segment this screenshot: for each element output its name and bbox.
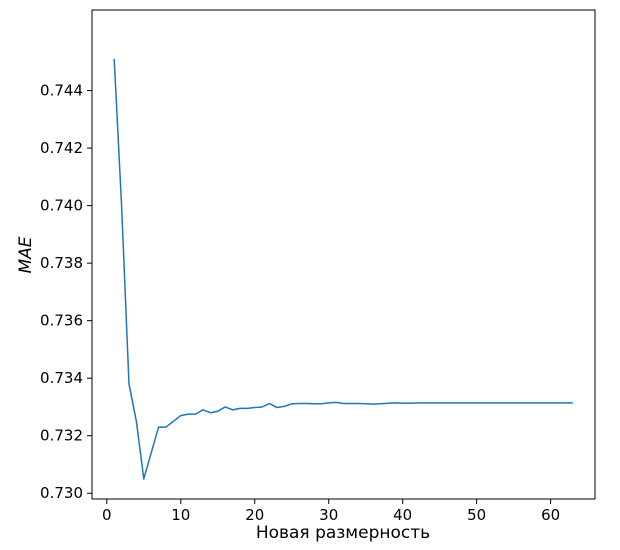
y-tick-label: 0.736 [40,312,83,330]
x-tick-label: 0 [102,506,112,524]
x-tick-label: 60 [541,506,560,524]
x-tick-label: 20 [245,506,264,524]
y-tick-label: 0.732 [40,427,83,445]
y-tick-label: 0.742 [40,139,83,157]
series-layer [113,58,573,480]
x-tick-label: 50 [467,506,486,524]
plot-area-frame [91,9,596,500]
y-axis: 0.730 0.732 0.734 0.736 0.738 0.740 0.742 0.744 [40,82,92,502]
y-tick-label: 0.730 [40,484,83,502]
y-tick-label: 0.734 [40,369,83,387]
x-axis-title: Новая размерность [256,523,430,543]
y-axis-title: MAE [16,236,36,273]
y-tick-label: 0.738 [40,254,83,272]
x-tick-label: 40 [393,506,412,524]
y-tick-label: 0.744 [40,82,83,100]
x-tick-label: 30 [319,506,338,524]
x-tick-label: 10 [171,506,190,524]
series-line [113,58,573,480]
x-axis: 0 10 20 30 40 50 60 [102,499,560,524]
y-tick-label: 0.740 [40,197,83,215]
